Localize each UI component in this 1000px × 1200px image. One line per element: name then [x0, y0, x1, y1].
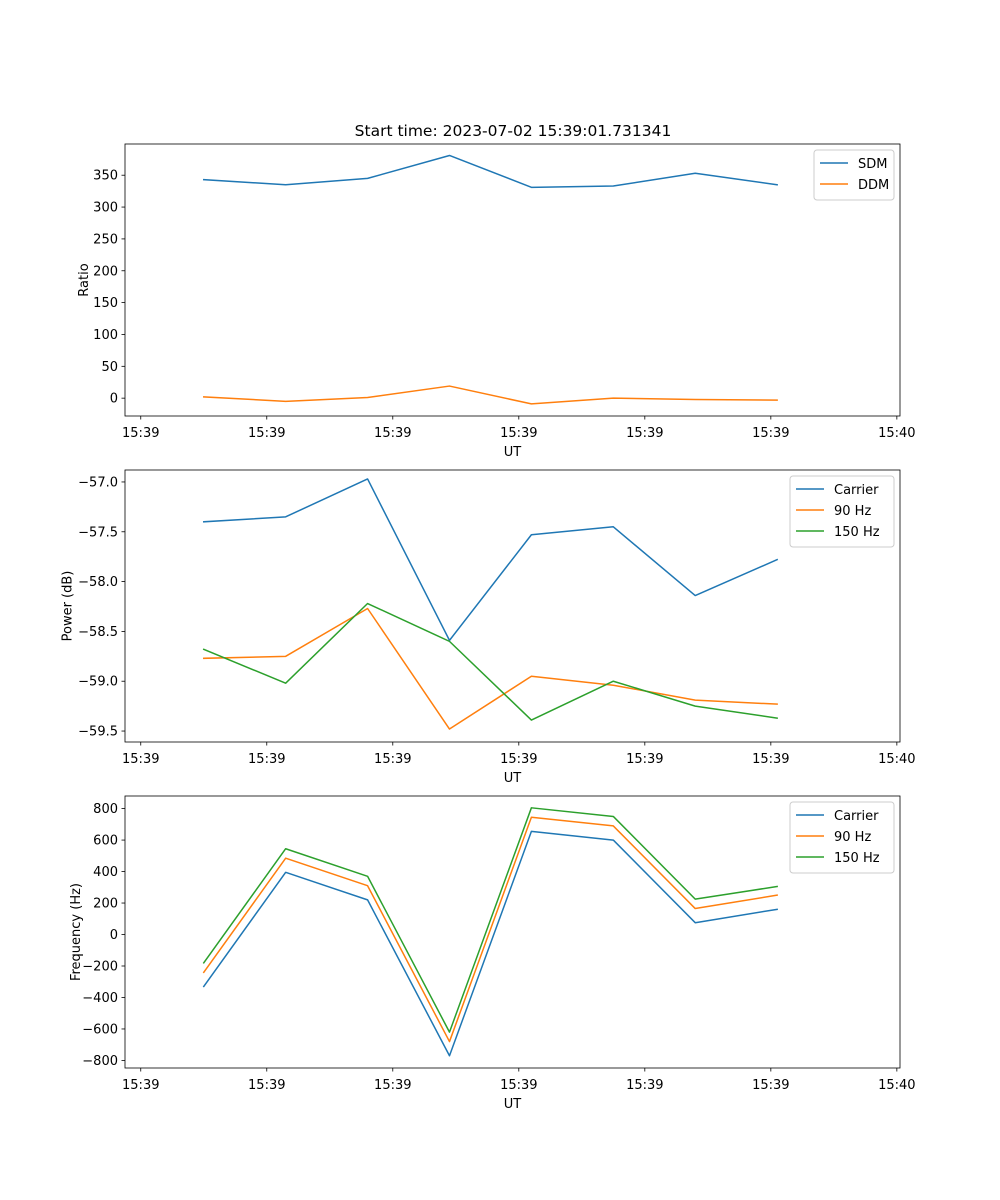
legend-label: 90 Hz	[834, 830, 871, 845]
x-axis-label: UT	[504, 771, 522, 786]
y-axis-label: Frequency (Hz)	[69, 883, 84, 981]
y-tick-label: 350	[93, 169, 118, 184]
y-tick-label: 600	[93, 834, 118, 849]
panel-2: 15:39 15:39 15:39 15:39 15:39 15:39 15:40 −59.5…	[61, 469, 916, 786]
legend-label: Carrier	[834, 483, 879, 498]
axes-frame	[124, 469, 901, 743]
y-tick-label: 800	[93, 802, 118, 817]
legend-box	[789, 801, 895, 874]
x-tick-label: 15:39	[122, 1078, 159, 1093]
figure-title: Start time: 2023-07-02 15:39:01.731341	[355, 122, 672, 140]
series-line-sdm	[202, 154, 778, 189]
y-tick-label: 50	[101, 360, 118, 375]
x-tick-label: 15:39	[500, 752, 537, 767]
y-tick-label: −59.5	[78, 725, 118, 740]
x-axis-label: UT	[504, 445, 522, 460]
series-line-carrier	[202, 478, 779, 642]
series-line-carrier	[202, 830, 778, 1057]
x-tick-label: 15:40	[878, 426, 915, 441]
y-tick-label: 200	[93, 897, 118, 912]
y-tick-label: −57.0	[78, 475, 118, 490]
x-tick-label: 15:39	[374, 752, 411, 767]
x-tick-label: 15:40	[878, 1078, 915, 1093]
x-tick-label: 15:39	[626, 426, 663, 441]
x-tick-label: 15:39	[752, 752, 789, 767]
y-tick-label: 250	[93, 232, 118, 247]
series-line-90-hz	[202, 607, 778, 730]
panel-1: 15:39 15:39 15:39 15:39 15:39 15:39 15:40 0 50 10…	[77, 143, 916, 460]
y-tick-label: −400	[82, 991, 118, 1006]
panels: 15:39 15:39 15:39 15:39 15:39 15:39 15:40 0 50 10…	[61, 143, 916, 1112]
x-tick-label: 15:39	[374, 1078, 411, 1093]
legend-label: 150 Hz	[834, 525, 880, 540]
legend: Carrier 90 Hz 150 Hz	[789, 801, 895, 874]
legend-box	[789, 475, 895, 548]
legend-label: DDM	[858, 178, 889, 193]
y-tick-label: 100	[93, 328, 118, 343]
x-tick-label: 15:39	[500, 1078, 537, 1093]
y-tick-label: 200	[93, 264, 118, 279]
x-tick-label: 15:39	[122, 426, 159, 441]
y-tick-label: 0	[110, 392, 118, 407]
y-tick-label: 0	[110, 928, 118, 943]
series-line-150-hz	[202, 807, 778, 1033]
x-tick-label: 15:39	[500, 426, 537, 441]
legend-label: 150 Hz	[834, 851, 880, 866]
x-tick-label: 15:40	[878, 752, 915, 767]
y-tick-label: −58.5	[78, 625, 118, 640]
y-tick-label: 400	[93, 865, 118, 880]
x-tick-label: 15:39	[248, 1078, 285, 1093]
axes-frame	[124, 143, 901, 417]
y-tick-label: −800	[82, 1054, 118, 1069]
y-tick-label: −57.5	[78, 525, 118, 540]
legend: Carrier 90 Hz 150 Hz	[789, 475, 895, 548]
y-tick-label: −58.0	[78, 575, 118, 590]
y-axis-label: Ratio	[77, 263, 92, 296]
x-axis-label: UT	[504, 1097, 522, 1112]
x-tick-label: 15:39	[248, 426, 285, 441]
series-line-ddm	[202, 385, 778, 405]
y-tick-label: −59.0	[78, 675, 118, 690]
x-tick-label: 15:39	[752, 426, 789, 441]
legend-label: Carrier	[834, 809, 879, 824]
legend: SDM DDM	[813, 149, 895, 201]
x-tick-label: 15:39	[626, 1078, 663, 1093]
x-tick-label: 15:39	[122, 752, 159, 767]
y-tick-label: −600	[82, 1022, 118, 1037]
legend-label: SDM	[858, 157, 887, 172]
x-tick-label: 15:39	[626, 752, 663, 767]
legend-label: 90 Hz	[834, 504, 871, 519]
y-tick-label: 300	[93, 201, 118, 216]
y-tick-label: −200	[82, 960, 118, 975]
x-tick-label: 15:39	[752, 1078, 789, 1093]
x-tick-label: 15:39	[374, 426, 411, 441]
series-line-150-hz	[202, 602, 778, 721]
axes-frame	[124, 795, 901, 1069]
x-tick-label: 15:39	[248, 752, 285, 767]
series-line-90-hz	[202, 816, 778, 1043]
y-tick-label: 150	[93, 296, 118, 311]
y-axis-label: Power (dB)	[61, 571, 76, 642]
panel-3: 15:39 15:39 15:39 15:39 15:39 15:39 15:40 −800 −…	[69, 795, 916, 1112]
